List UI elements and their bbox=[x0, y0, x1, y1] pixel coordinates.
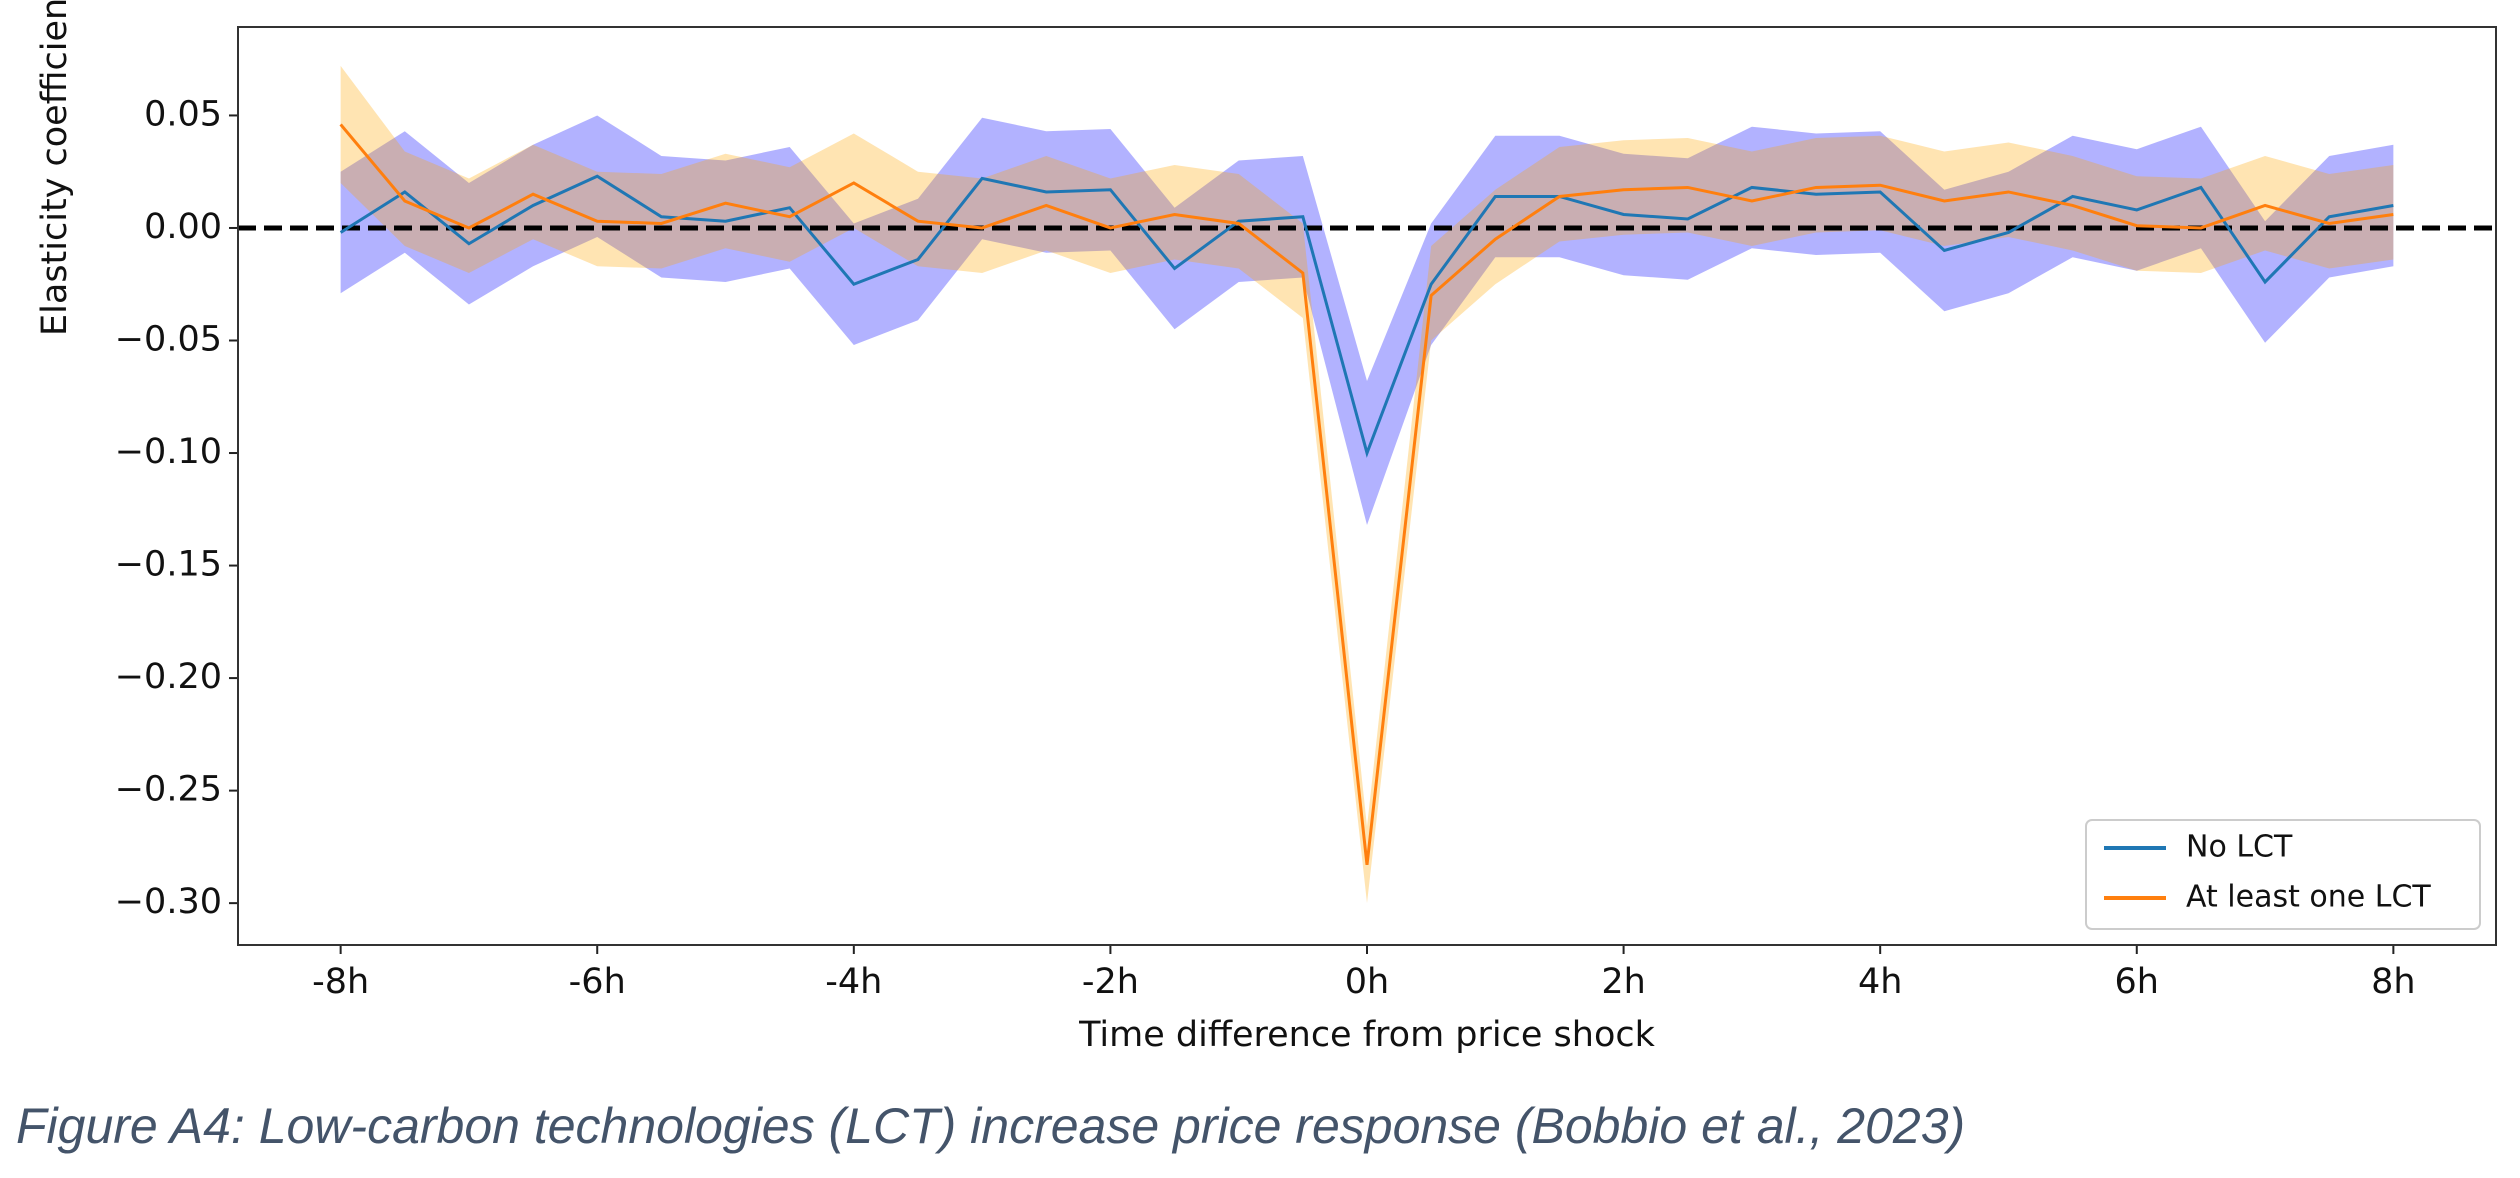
y-tick-label: 0.00 bbox=[144, 207, 222, 247]
x-tick-label: 4h bbox=[1858, 962, 1902, 1002]
series-line bbox=[339, 123, 2394, 866]
y-tick-label: −0.20 bbox=[115, 657, 222, 697]
x-axis-label: Time difference from price shock bbox=[1078, 1015, 1655, 1055]
y-axis-label: Elasticity coefficient bbox=[35, 0, 75, 336]
x-tick-label: 2h bbox=[1601, 962, 1645, 1002]
x-tick-label: -4h bbox=[825, 962, 882, 1002]
x-tick-label: -6h bbox=[569, 962, 626, 1002]
x-tick-label: 6h bbox=[2115, 962, 2159, 1002]
x-tick-label: -8h bbox=[312, 962, 369, 1002]
y-tick-label: −0.10 bbox=[115, 432, 222, 472]
caption: Figure A4: Low-carbon technologies (LCT)… bbox=[16, 1098, 1965, 1154]
y-tick-label: −0.05 bbox=[115, 320, 222, 360]
x-tick-label: 0h bbox=[1345, 962, 1389, 1002]
y-tick-label: −0.15 bbox=[115, 545, 222, 585]
plot-frame bbox=[237, 26, 2497, 946]
legend-label: At least one LCT bbox=[2186, 880, 2431, 915]
x-tick-label: 8h bbox=[2371, 962, 2415, 1002]
legend-box bbox=[2085, 819, 2481, 930]
confidence-band bbox=[340, 115, 2394, 526]
y-tick-label: −0.25 bbox=[115, 770, 222, 810]
y-tick-label: −0.30 bbox=[115, 882, 222, 922]
legend-label: No LCT bbox=[2186, 830, 2293, 865]
x-tick-label: -2h bbox=[1082, 962, 1139, 1002]
y-tick-label: 0.05 bbox=[144, 94, 222, 134]
